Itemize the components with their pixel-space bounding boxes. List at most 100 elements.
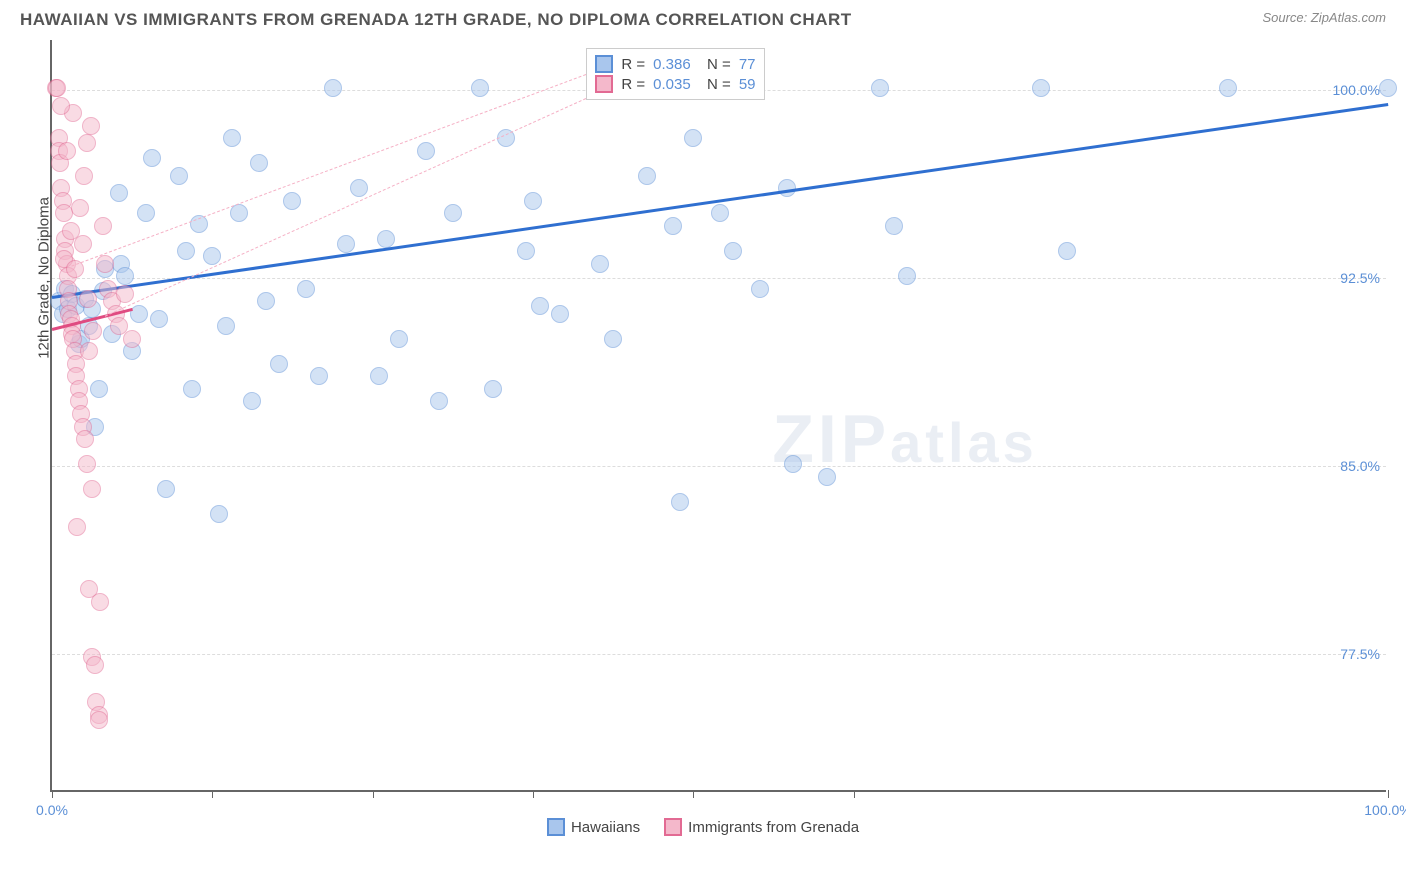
- scatter-point: [377, 230, 395, 248]
- stats-leader-line: [72, 74, 587, 267]
- scatter-point: [78, 455, 96, 473]
- scatter-point: [150, 310, 168, 328]
- scatter-point: [143, 149, 161, 167]
- scatter-point: [203, 247, 221, 265]
- scatter-point: [591, 255, 609, 273]
- legend-item: Immigrants from Grenada: [664, 818, 859, 836]
- scatter-point: [48, 79, 66, 97]
- r-value: 0.386: [653, 56, 691, 73]
- scatter-point: [871, 79, 889, 97]
- legend-item: Hawaiians: [547, 818, 640, 836]
- scatter-point: [116, 285, 134, 303]
- scatter-point: [724, 242, 742, 260]
- scatter-point: [283, 192, 301, 210]
- scatter-point: [324, 79, 342, 97]
- scatter-point: [751, 280, 769, 298]
- scatter-point: [170, 167, 188, 185]
- scatter-point: [183, 380, 201, 398]
- scatter-point: [90, 380, 108, 398]
- scatter-point: [1058, 242, 1076, 260]
- series-swatch: [595, 55, 613, 73]
- scatter-point: [484, 380, 502, 398]
- scatter-point: [257, 292, 275, 310]
- scatter-point: [79, 290, 97, 308]
- scatter-point: [217, 317, 235, 335]
- scatter-point: [76, 430, 94, 448]
- scatter-point: [123, 330, 141, 348]
- n-value: 77: [739, 56, 756, 73]
- scatter-point: [664, 217, 682, 235]
- scatter-point: [83, 480, 101, 498]
- scatter-point: [90, 711, 108, 729]
- scatter-point: [417, 142, 435, 160]
- scatter-point: [84, 322, 102, 340]
- scatter-point: [82, 117, 100, 135]
- scatter-point: [638, 167, 656, 185]
- scatter-point: [1219, 79, 1237, 97]
- scatter-point: [75, 167, 93, 185]
- scatter-point: [818, 468, 836, 486]
- x-tick: [373, 790, 374, 798]
- scatter-point: [157, 480, 175, 498]
- scatter-point: [350, 179, 368, 197]
- gridline: [52, 654, 1386, 655]
- legend-swatch: [664, 818, 682, 836]
- scatter-point: [898, 267, 916, 285]
- scatter-point: [210, 505, 228, 523]
- scatter-point: [130, 305, 148, 323]
- y-tick-label: 92.5%: [1340, 270, 1380, 286]
- scatter-point: [430, 392, 448, 410]
- scatter-point: [784, 455, 802, 473]
- legend-swatch: [547, 818, 565, 836]
- scatter-point: [74, 235, 92, 253]
- scatter-point: [684, 129, 702, 147]
- correlation-stats-box: R = 0.386 N = 77 R = 0.035 N = 59: [586, 48, 764, 100]
- gridline: [52, 278, 1386, 279]
- scatter-point: [52, 97, 70, 115]
- scatter-point: [177, 242, 195, 260]
- stats-row: R = 0.386 N = 77: [595, 55, 755, 73]
- gridline: [52, 466, 1386, 467]
- scatter-point: [78, 134, 96, 152]
- x-tick: [52, 790, 53, 798]
- legend-label: Hawaiians: [571, 819, 640, 836]
- scatter-point: [270, 355, 288, 373]
- x-tick-label: 100.0%: [1364, 802, 1406, 818]
- scatter-point: [250, 154, 268, 172]
- y-tick-label: 77.5%: [1340, 646, 1380, 662]
- chart-title: HAWAIIAN VS IMMIGRANTS FROM GRENADA 12TH…: [20, 10, 852, 30]
- source-label: Source: ZipAtlas.com: [1262, 10, 1386, 25]
- scatter-point: [297, 280, 315, 298]
- y-tick-label: 85.0%: [1340, 458, 1380, 474]
- scatter-point: [1032, 79, 1050, 97]
- scatter-point: [517, 242, 535, 260]
- n-label: N =: [699, 56, 731, 73]
- x-tick-label: 0.0%: [36, 802, 68, 818]
- scatter-point: [116, 267, 134, 285]
- r-label: R =: [621, 76, 645, 93]
- scatter-plot-area: 12th Grade, No Diploma ZIPatlas 77.5%85.…: [50, 40, 1386, 792]
- y-axis-label: 12th Grade, No Diploma: [36, 197, 53, 359]
- y-tick-label: 100.0%: [1333, 82, 1380, 98]
- scatter-point: [243, 392, 261, 410]
- scatter-point: [86, 656, 104, 674]
- scatter-point: [94, 217, 112, 235]
- scatter-point: [1379, 79, 1397, 97]
- x-tick: [1388, 790, 1389, 798]
- scatter-point: [96, 255, 114, 273]
- x-tick: [533, 790, 534, 798]
- n-value: 59: [739, 76, 756, 93]
- scatter-point: [885, 217, 903, 235]
- scatter-point: [444, 204, 462, 222]
- r-label: R =: [621, 56, 645, 73]
- chart-legend: Hawaiians Immigrants from Grenada: [20, 818, 1386, 836]
- scatter-point: [524, 192, 542, 210]
- scatter-point: [337, 235, 355, 253]
- chart-container: 12th Grade, No Diploma ZIPatlas 77.5%85.…: [20, 34, 1386, 834]
- scatter-point: [223, 129, 241, 147]
- stats-row: R = 0.035 N = 59: [595, 75, 755, 93]
- x-tick: [212, 790, 213, 798]
- x-tick: [693, 790, 694, 798]
- stats-leader-line: [105, 98, 586, 317]
- scatter-point: [137, 204, 155, 222]
